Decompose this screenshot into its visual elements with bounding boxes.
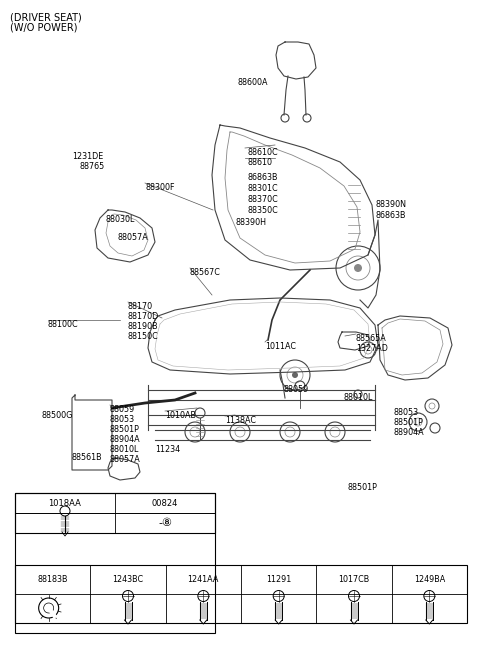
Text: -⑧: -⑧ bbox=[158, 518, 172, 528]
Text: 1017CB: 1017CB bbox=[338, 575, 370, 584]
Text: 88610: 88610 bbox=[248, 158, 273, 167]
Bar bbox=[15, 493, 215, 533]
Text: 1241AA: 1241AA bbox=[188, 575, 219, 584]
Text: 88390H: 88390H bbox=[235, 218, 266, 227]
Text: (W/O POWER): (W/O POWER) bbox=[10, 22, 77, 32]
Text: 88500G: 88500G bbox=[42, 411, 73, 420]
Text: 1327AD: 1327AD bbox=[356, 344, 388, 353]
Text: 88567C: 88567C bbox=[190, 268, 221, 277]
Circle shape bbox=[292, 372, 298, 378]
Text: 88350C: 88350C bbox=[248, 206, 279, 215]
Text: 86863B: 86863B bbox=[248, 173, 278, 182]
Text: 88190B: 88190B bbox=[128, 322, 158, 331]
Text: 1018AA: 1018AA bbox=[48, 499, 82, 508]
Text: 88600A: 88600A bbox=[238, 78, 268, 87]
Bar bbox=[15, 565, 467, 623]
Text: 88053: 88053 bbox=[110, 415, 135, 424]
Text: 88561B: 88561B bbox=[72, 453, 103, 462]
Text: 1249BA: 1249BA bbox=[414, 575, 445, 584]
Text: 1010AB: 1010AB bbox=[165, 411, 196, 420]
Text: 88010L: 88010L bbox=[343, 393, 372, 402]
Text: 88300F: 88300F bbox=[145, 183, 175, 192]
Text: 88100C: 88100C bbox=[48, 320, 79, 329]
Text: 11291: 11291 bbox=[266, 575, 291, 584]
Text: 88301C: 88301C bbox=[248, 184, 278, 193]
Text: 88053: 88053 bbox=[393, 408, 418, 417]
Text: 1231DE: 1231DE bbox=[72, 152, 103, 161]
Text: 88501P: 88501P bbox=[110, 425, 140, 434]
Text: 88610C: 88610C bbox=[248, 148, 278, 157]
Text: 88390N: 88390N bbox=[375, 200, 406, 209]
Text: 86863B: 86863B bbox=[375, 211, 406, 220]
Text: 88904A: 88904A bbox=[110, 435, 141, 444]
Text: 88904A: 88904A bbox=[393, 428, 424, 437]
Text: 88765: 88765 bbox=[80, 162, 105, 171]
Text: 11234: 11234 bbox=[155, 445, 180, 454]
Text: 00824: 00824 bbox=[152, 499, 178, 508]
Text: 88183B: 88183B bbox=[37, 575, 68, 584]
Text: 88170D: 88170D bbox=[128, 312, 159, 321]
Text: 1011AC: 1011AC bbox=[265, 342, 296, 351]
Text: 1138AC: 1138AC bbox=[225, 416, 256, 425]
Text: (DRIVER SEAT): (DRIVER SEAT) bbox=[10, 12, 82, 22]
Text: 88370C: 88370C bbox=[248, 195, 279, 204]
Text: 88010L: 88010L bbox=[110, 445, 139, 454]
Text: 88059: 88059 bbox=[283, 385, 308, 394]
Text: 88150C: 88150C bbox=[128, 332, 159, 341]
Text: 88565A: 88565A bbox=[356, 334, 387, 343]
Text: 88057A: 88057A bbox=[110, 455, 141, 464]
Text: 88501P: 88501P bbox=[393, 418, 423, 427]
Text: 88057A: 88057A bbox=[118, 233, 149, 242]
Text: 88501P: 88501P bbox=[348, 483, 378, 492]
Text: 88170: 88170 bbox=[128, 302, 153, 311]
Bar bbox=[15, 493, 215, 633]
Text: 1243BC: 1243BC bbox=[112, 575, 144, 584]
Text: 88030L: 88030L bbox=[105, 215, 134, 224]
Text: 88059: 88059 bbox=[110, 405, 135, 414]
Circle shape bbox=[354, 264, 362, 272]
